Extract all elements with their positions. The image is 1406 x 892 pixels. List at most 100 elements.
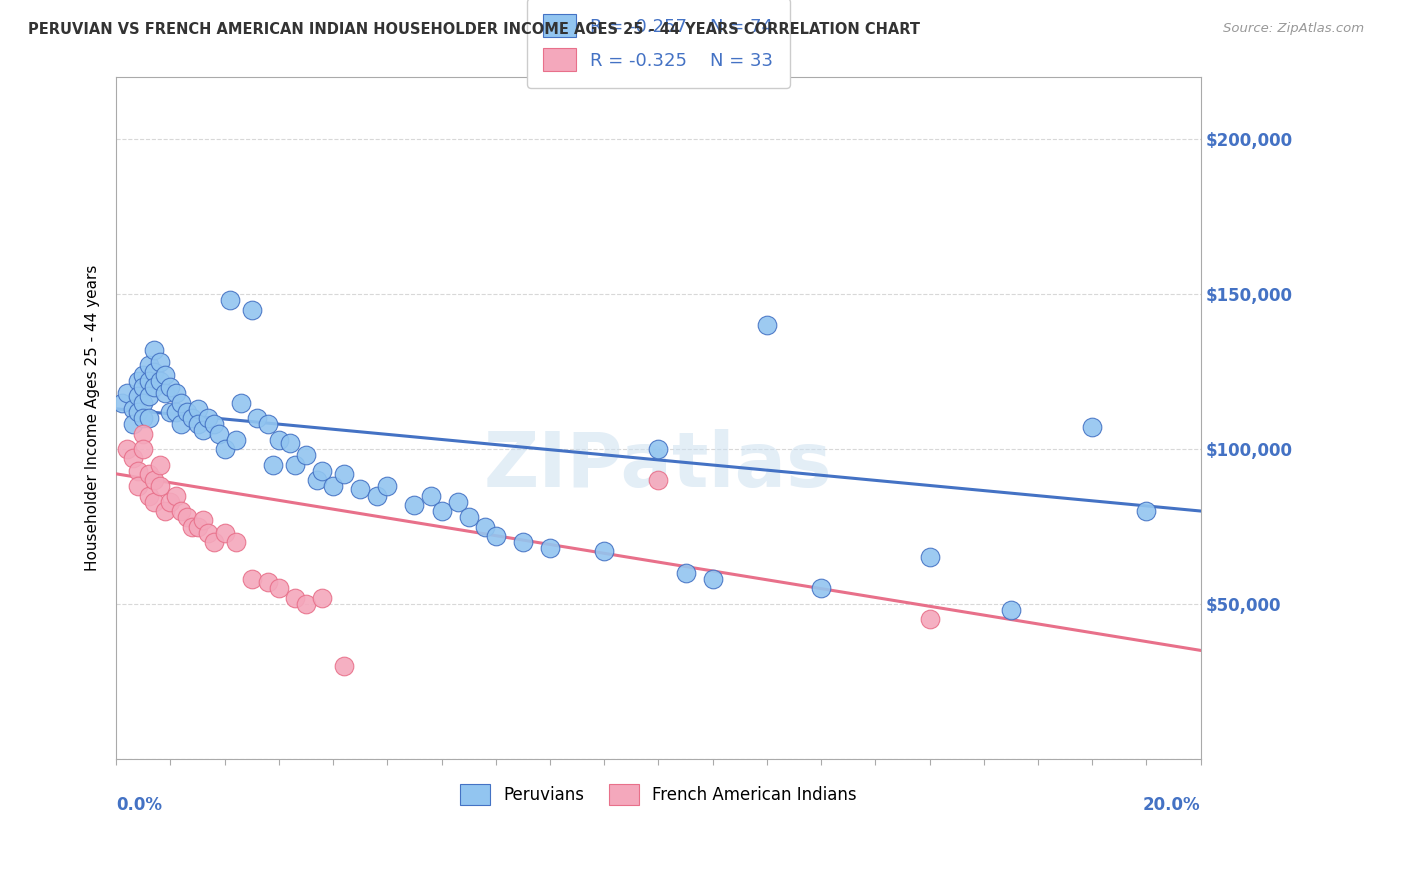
Point bbox=[240, 572, 263, 586]
Point bbox=[132, 411, 155, 425]
Text: PERUVIAN VS FRENCH AMERICAN INDIAN HOUSEHOLDER INCOME AGES 25 - 44 YEARS CORRELA: PERUVIAN VS FRENCH AMERICAN INDIAN HOUSE… bbox=[28, 22, 920, 37]
Point bbox=[181, 519, 204, 533]
Point bbox=[121, 451, 143, 466]
Point bbox=[153, 504, 176, 518]
Point bbox=[375, 479, 398, 493]
Point bbox=[214, 442, 236, 456]
Point bbox=[295, 448, 318, 462]
Point bbox=[187, 519, 209, 533]
Point bbox=[138, 467, 160, 481]
Point bbox=[918, 612, 941, 626]
Point bbox=[810, 582, 832, 596]
Point bbox=[208, 426, 231, 441]
Point bbox=[305, 473, 328, 487]
Point bbox=[278, 436, 301, 450]
Point bbox=[149, 374, 172, 388]
Point bbox=[127, 405, 149, 419]
Point bbox=[322, 479, 344, 493]
Point bbox=[176, 405, 198, 419]
Point bbox=[132, 395, 155, 409]
Point bbox=[138, 374, 160, 388]
Point bbox=[115, 442, 138, 456]
Point bbox=[153, 386, 176, 401]
Point bbox=[132, 380, 155, 394]
Point bbox=[132, 368, 155, 382]
Point bbox=[430, 504, 453, 518]
Text: 0.0%: 0.0% bbox=[117, 797, 162, 814]
Point bbox=[138, 359, 160, 373]
Point bbox=[457, 510, 479, 524]
Point bbox=[229, 395, 252, 409]
Point bbox=[295, 597, 318, 611]
Point bbox=[143, 343, 166, 357]
Point bbox=[755, 318, 778, 333]
Point bbox=[349, 483, 371, 497]
Point bbox=[170, 395, 193, 409]
Point bbox=[159, 405, 181, 419]
Point bbox=[333, 658, 356, 673]
Point bbox=[121, 401, 143, 416]
Point bbox=[257, 575, 280, 590]
Point bbox=[143, 380, 166, 394]
Point bbox=[263, 458, 285, 472]
Point bbox=[111, 395, 134, 409]
Point bbox=[267, 433, 290, 447]
Point bbox=[132, 442, 155, 456]
Legend: Peruvians, French American Indians: Peruvians, French American Indians bbox=[453, 777, 863, 812]
Point bbox=[191, 513, 214, 527]
Point bbox=[165, 386, 187, 401]
Point bbox=[474, 519, 496, 533]
Point bbox=[149, 355, 172, 369]
Text: ZIPatlas: ZIPatlas bbox=[484, 429, 832, 503]
Point bbox=[143, 494, 166, 508]
Point bbox=[419, 489, 441, 503]
Point bbox=[447, 494, 470, 508]
Point bbox=[143, 365, 166, 379]
Point bbox=[311, 591, 333, 605]
Point bbox=[165, 405, 187, 419]
Point bbox=[918, 550, 941, 565]
Point bbox=[170, 417, 193, 432]
Point bbox=[485, 529, 508, 543]
Point bbox=[191, 424, 214, 438]
Point bbox=[127, 479, 149, 493]
Point bbox=[257, 417, 280, 432]
Point bbox=[159, 494, 181, 508]
Point bbox=[187, 417, 209, 432]
Point bbox=[121, 417, 143, 432]
Point bbox=[127, 464, 149, 478]
Point bbox=[366, 489, 388, 503]
Point bbox=[512, 535, 534, 549]
Point bbox=[404, 498, 426, 512]
Point bbox=[165, 489, 187, 503]
Point bbox=[1135, 504, 1157, 518]
Point bbox=[675, 566, 697, 580]
Point bbox=[1000, 603, 1022, 617]
Point bbox=[149, 458, 172, 472]
Point bbox=[202, 535, 225, 549]
Y-axis label: Householder Income Ages 25 - 44 years: Householder Income Ages 25 - 44 years bbox=[86, 265, 100, 571]
Point bbox=[181, 411, 204, 425]
Point bbox=[267, 582, 290, 596]
Point bbox=[197, 525, 219, 540]
Point bbox=[214, 525, 236, 540]
Point bbox=[176, 510, 198, 524]
Text: 20.0%: 20.0% bbox=[1143, 797, 1201, 814]
Point bbox=[127, 374, 149, 388]
Point bbox=[593, 544, 616, 558]
Point bbox=[197, 411, 219, 425]
Point bbox=[225, 433, 247, 447]
Point bbox=[143, 473, 166, 487]
Point bbox=[127, 389, 149, 403]
Point bbox=[225, 535, 247, 549]
Point bbox=[132, 426, 155, 441]
Point bbox=[115, 386, 138, 401]
Point bbox=[311, 464, 333, 478]
Point bbox=[149, 479, 172, 493]
Point bbox=[202, 417, 225, 432]
Point bbox=[1081, 420, 1104, 434]
Point bbox=[647, 442, 669, 456]
Point bbox=[138, 489, 160, 503]
Point bbox=[153, 368, 176, 382]
Point bbox=[240, 302, 263, 317]
